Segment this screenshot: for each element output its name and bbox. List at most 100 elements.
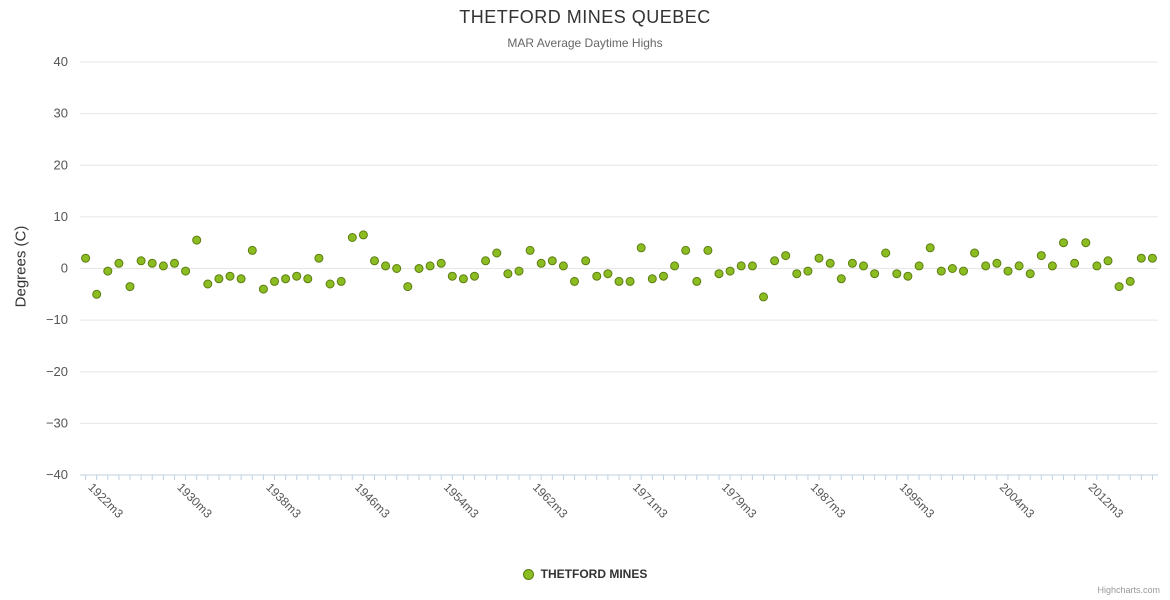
data-point[interactable] (136, 256, 146, 266)
data-point[interactable] (281, 274, 291, 284)
data-point[interactable] (1003, 266, 1013, 276)
data-point[interactable] (1125, 276, 1135, 286)
data-point[interactable] (847, 258, 857, 268)
data-point[interactable] (470, 271, 479, 281)
data-point[interactable] (925, 243, 935, 253)
data-point[interactable] (225, 271, 235, 281)
data-point[interactable] (81, 253, 91, 263)
data-point[interactable] (392, 264, 402, 273)
data-point[interactable] (247, 245, 257, 255)
data-point[interactable] (492, 248, 502, 258)
data-point[interactable] (192, 235, 202, 245)
data-point[interactable] (736, 261, 746, 271)
data-point[interactable] (881, 248, 891, 258)
data-point[interactable] (447, 271, 457, 281)
data-point[interactable] (814, 253, 824, 263)
data-point[interactable] (614, 276, 624, 286)
data-point[interactable] (92, 289, 102, 299)
data-point[interactable] (503, 269, 513, 279)
data-point[interactable] (547, 256, 557, 266)
data-point[interactable] (303, 274, 313, 284)
data-point[interactable] (414, 264, 424, 273)
data-point[interactable] (959, 266, 968, 276)
data-point[interactable] (370, 256, 379, 266)
data-point[interactable] (970, 248, 980, 258)
data-point[interactable] (903, 271, 913, 281)
data-point[interactable] (570, 276, 579, 286)
data-point[interactable] (236, 274, 246, 284)
data-point[interactable] (770, 256, 780, 266)
data-point[interactable] (681, 245, 691, 255)
data-point[interactable] (659, 271, 668, 281)
data-point[interactable] (436, 258, 446, 268)
data-point[interactable] (147, 258, 157, 268)
data-point[interactable] (258, 284, 268, 294)
data-point[interactable] (947, 264, 957, 273)
data-point[interactable] (1036, 251, 1046, 261)
data-point[interactable] (1136, 253, 1146, 263)
x-axis-tick-label: 1954m3 (441, 480, 482, 521)
data-point[interactable] (670, 261, 680, 271)
data-point[interactable] (625, 276, 635, 286)
data-point[interactable] (325, 279, 335, 289)
data-point[interactable] (781, 251, 791, 261)
data-point[interactable] (1114, 282, 1124, 292)
data-point[interactable] (1147, 253, 1157, 263)
data-point[interactable] (181, 266, 191, 276)
data-point[interactable] (1103, 256, 1113, 266)
data-point[interactable] (292, 271, 302, 281)
data-point[interactable] (1014, 261, 1024, 271)
data-point[interactable] (103, 266, 113, 276)
data-point[interactable] (558, 261, 568, 271)
data-point[interactable] (170, 258, 179, 268)
data-point[interactable] (114, 258, 124, 268)
data-point[interactable] (714, 269, 724, 279)
data-point[interactable] (725, 266, 735, 276)
data-point[interactable] (981, 261, 991, 271)
data-point[interactable] (825, 258, 835, 268)
data-point[interactable] (270, 276, 279, 286)
data-point[interactable] (692, 276, 702, 286)
data-point[interactable] (125, 282, 135, 292)
data-point[interactable] (703, 245, 713, 255)
data-point[interactable] (992, 258, 1002, 268)
data-point[interactable] (158, 261, 168, 271)
data-point[interactable] (1081, 238, 1091, 248)
data-point[interactable] (936, 266, 946, 276)
data-point[interactable] (759, 292, 768, 302)
data-point[interactable] (859, 261, 868, 271)
data-point[interactable] (636, 243, 646, 253)
data-point[interactable] (1070, 258, 1080, 268)
data-point[interactable] (514, 266, 524, 276)
data-point[interactable] (336, 276, 346, 286)
data-point[interactable] (803, 266, 813, 276)
data-point[interactable] (1059, 238, 1068, 248)
data-point[interactable] (1047, 261, 1057, 271)
data-point[interactable] (603, 269, 613, 279)
data-point[interactable] (581, 256, 591, 266)
data-point[interactable] (1092, 261, 1102, 271)
data-point[interactable] (203, 279, 213, 289)
data-point[interactable] (381, 261, 391, 271)
credits-link[interactable]: Highcharts.com (1097, 585, 1160, 595)
data-point[interactable] (1025, 269, 1035, 279)
data-point[interactable] (458, 274, 468, 284)
data-point[interactable] (914, 261, 924, 271)
data-point[interactable] (792, 269, 802, 279)
legend-item-thetford-mines[interactable]: THETFORD MINES (0, 567, 1170, 581)
data-point[interactable] (536, 258, 546, 268)
data-point[interactable] (214, 274, 224, 284)
data-point[interactable] (347, 233, 357, 242)
data-point[interactable] (358, 230, 368, 240)
data-point[interactable] (525, 245, 535, 255)
data-point[interactable] (647, 274, 657, 284)
data-point[interactable] (892, 269, 902, 279)
data-point[interactable] (425, 261, 435, 271)
data-point[interactable] (870, 269, 880, 279)
data-point[interactable] (403, 282, 413, 292)
data-point[interactable] (314, 253, 324, 263)
data-point[interactable] (836, 274, 846, 284)
data-point[interactable] (747, 261, 757, 271)
data-point[interactable] (481, 256, 491, 266)
data-point[interactable] (592, 271, 602, 281)
